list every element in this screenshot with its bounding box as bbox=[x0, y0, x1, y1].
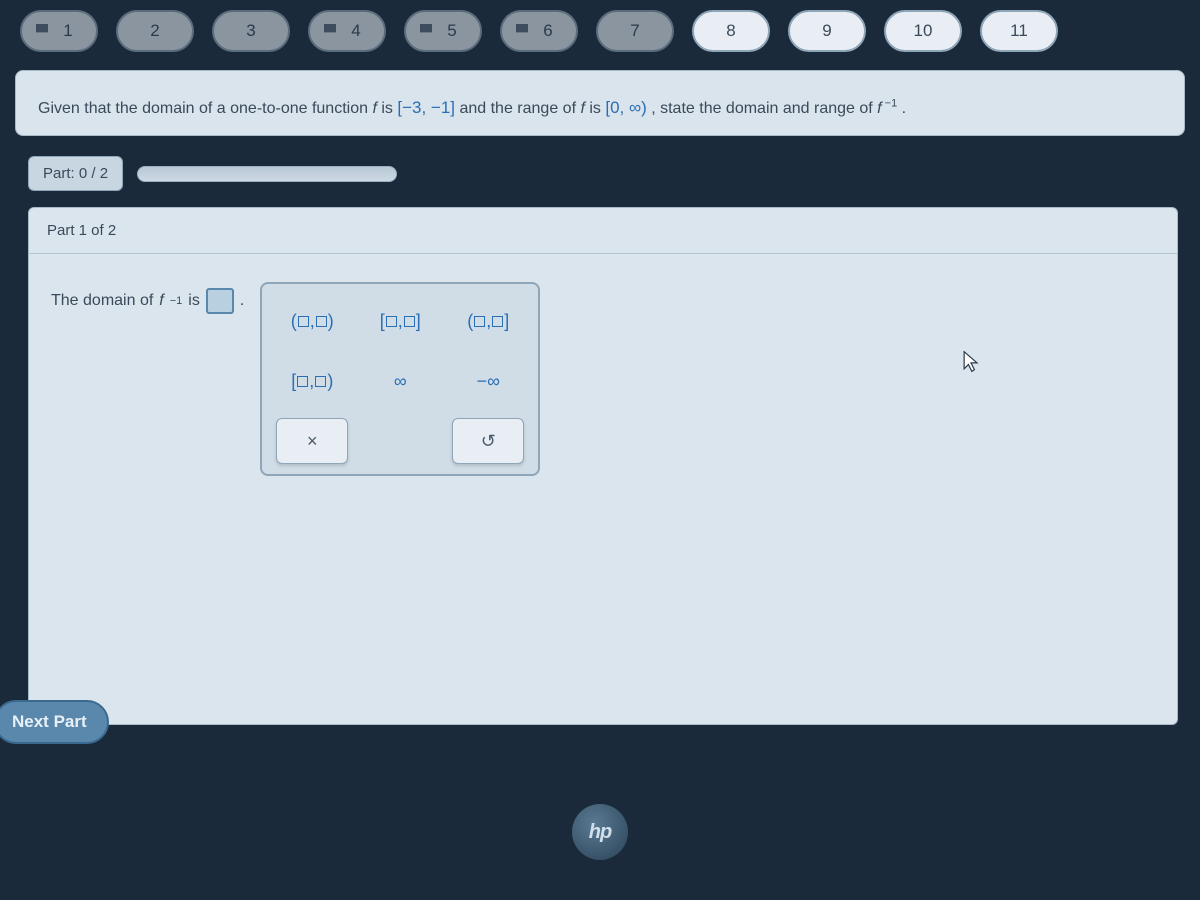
part-header: Part 1 of 2 bbox=[29, 208, 1177, 254]
palette-open-closed[interactable]: (,] bbox=[452, 298, 524, 344]
palette-infinity[interactable]: ∞ bbox=[364, 358, 436, 404]
prompt-f: f bbox=[159, 292, 163, 310]
cursor-icon bbox=[962, 350, 980, 374]
nav-question-2[interactable]: 2 bbox=[116, 10, 194, 52]
question-prefix: Given that the domain of a one-to-one fu… bbox=[38, 100, 372, 117]
prompt-sup: −1 bbox=[170, 295, 183, 307]
question-f-2: f bbox=[580, 100, 584, 117]
palette-closed-closed[interactable]: [,] bbox=[364, 298, 436, 344]
question-mid4: , state the domain and range of bbox=[651, 100, 877, 117]
domain-interval: [−3, −1] bbox=[397, 98, 455, 117]
hp-logo: hp bbox=[572, 804, 628, 860]
question-f-1: f bbox=[372, 100, 376, 117]
nav-question-10[interactable]: 10 bbox=[884, 10, 962, 52]
prompt-line: The domain of f −1 is . bbox=[51, 288, 244, 314]
question-mid2: and the range of bbox=[459, 100, 580, 117]
part-counter: Part: 0 / 2 bbox=[28, 156, 123, 191]
nav-question-6[interactable]: 6 bbox=[500, 10, 578, 52]
nav-question-4[interactable]: 4 bbox=[308, 10, 386, 52]
nav-question-3[interactable]: 3 bbox=[212, 10, 290, 52]
range-interval: [0, ∞) bbox=[605, 98, 646, 117]
question-text: Given that the domain of a one-to-one fu… bbox=[38, 95, 1162, 121]
nav-question-8[interactable]: 8 bbox=[692, 10, 770, 52]
nav-question-11[interactable]: 11 bbox=[980, 10, 1058, 52]
palette-closed-open[interactable]: [,) bbox=[276, 358, 348, 404]
nav-question-9[interactable]: 9 bbox=[788, 10, 866, 52]
question-card: Given that the domain of a one-to-one fu… bbox=[15, 70, 1185, 136]
palette-reset-button[interactable]: ↺ bbox=[452, 418, 524, 464]
question-sup: −1 bbox=[882, 98, 898, 110]
question-suffix: . bbox=[902, 100, 906, 117]
answer-input[interactable] bbox=[206, 288, 234, 314]
question-mid3: is bbox=[589, 100, 605, 117]
palette-open-open[interactable]: (,) bbox=[276, 298, 348, 344]
prompt-prefix: The domain of bbox=[51, 292, 153, 310]
question-nav: 123456789 10 11 bbox=[0, 0, 1200, 70]
part-body: The domain of f −1 is . (,) [,] (,] [,) … bbox=[29, 254, 1177, 504]
nav-question-7[interactable]: 7 bbox=[596, 10, 674, 52]
part-progress-bar: Part: 0 / 2 bbox=[28, 156, 1200, 191]
palette-clear-button[interactable]: × bbox=[276, 418, 348, 464]
next-part-button[interactable]: Next Part bbox=[0, 700, 109, 744]
part-panel: Part 1 of 2 The domain of f −1 is . (,) … bbox=[28, 207, 1178, 725]
palette-neg-infinity[interactable]: −∞ bbox=[452, 358, 524, 404]
progress-track bbox=[137, 166, 397, 182]
nav-question-5[interactable]: 5 bbox=[404, 10, 482, 52]
question-mid1: is bbox=[381, 100, 397, 117]
symbol-palette: (,) [,] (,] [,) ∞ −∞ × ↺ bbox=[260, 282, 540, 476]
prompt-period: . bbox=[240, 292, 244, 310]
prompt-is: is bbox=[188, 292, 200, 310]
nav-question-1[interactable]: 1 bbox=[20, 10, 98, 52]
